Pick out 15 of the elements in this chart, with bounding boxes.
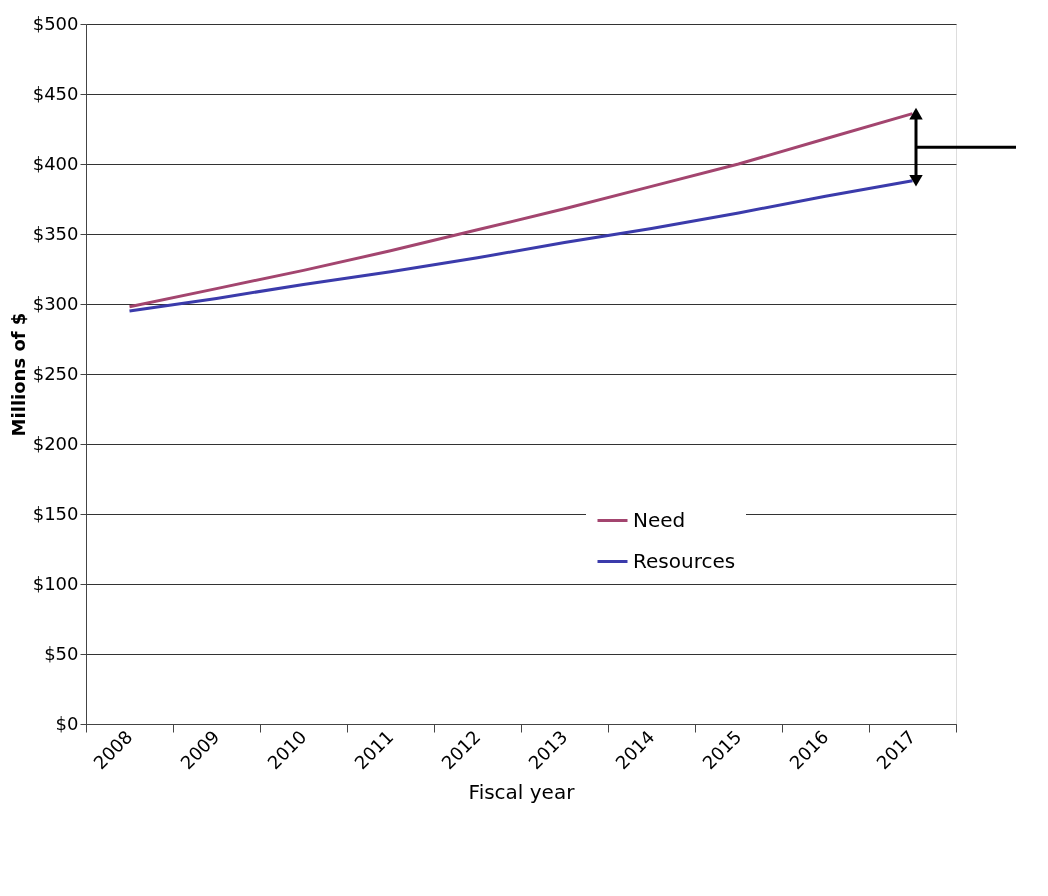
y-tick-label: $100 (32, 572, 79, 594)
y-axis-title: Millions of $ (7, 312, 29, 437)
y-tick-label: $250 (32, 362, 79, 384)
y-tick-label: $0 (55, 712, 79, 734)
legend-label: Resources (633, 548, 736, 573)
y-tick-label: $350 (32, 222, 79, 244)
y-tick-label: $200 (32, 432, 79, 454)
y-tick-label: $300 (32, 292, 79, 314)
x-axis-title: Fiscal year (468, 780, 576, 805)
y-tick-label: $150 (32, 502, 79, 524)
legend-label: Need (633, 507, 686, 532)
y-tick-label: $400 (32, 152, 79, 174)
y-tick-label: $450 (32, 82, 79, 104)
y-tick-label: $50 (44, 642, 79, 664)
y-tick-label: $500 (32, 12, 79, 34)
